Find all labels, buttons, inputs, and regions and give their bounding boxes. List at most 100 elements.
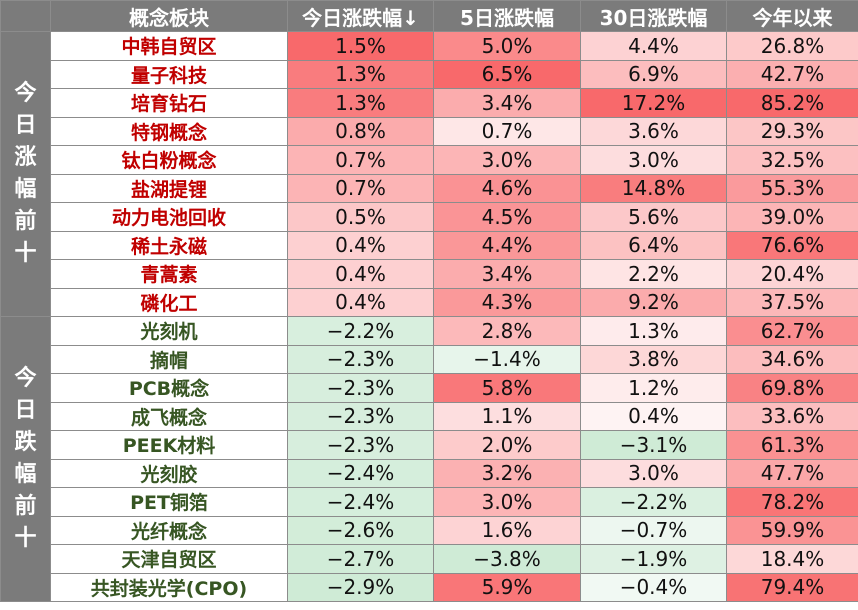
concept-name-cell[interactable]: 青蒿素: [50, 259, 288, 289]
table-row[interactable]: 今日涨幅前十中韩自贸区 1.5% 5.0% 4.4% 26.8%: [0, 31, 858, 317]
concept-name-cell[interactable]: PET铜箔: [50, 487, 288, 517]
ytd-change-cell: 39.0%: [726, 202, 858, 232]
30day-change-cell: 2.2%: [580, 259, 727, 289]
ytd-change-cell: 85.2%: [726, 88, 858, 118]
5day-change-cell: 4.5%: [433, 202, 581, 232]
header-row: 概念板块 今日涨跌幅↓ 5日涨跌幅 30日涨跌幅 今年以来: [0, 0, 858, 32]
table-row[interactable]: PCB概念 −2.3% 5.8% 1.2% 69.8%: [1, 373, 858, 403]
concept-name-cell[interactable]: 光纤概念: [50, 515, 288, 545]
concept-name-cell[interactable]: 培育钻石: [50, 88, 288, 118]
table-row[interactable]: 成飞概念 −2.3% 1.1% 0.4% 33.6%: [1, 401, 858, 431]
5day-change-cell: 4.4%: [433, 230, 581, 260]
table-row[interactable]: 光纤概念 −2.6% 1.6% −0.7% 59.9%: [1, 515, 858, 545]
today-change-cell: −2.4%: [287, 487, 434, 517]
table-row[interactable]: 青蒿素 0.4% 3.4% 2.2% 20.4%: [1, 259, 858, 289]
concept-name-cell[interactable]: 共封装光学(CPO): [50, 572, 288, 602]
header-5day-change[interactable]: 5日涨跌幅: [433, 0, 581, 32]
table-row[interactable]: 稀土永磁 0.4% 4.4% 6.4% 76.6%: [1, 230, 858, 260]
header-today-change[interactable]: 今日涨跌幅↓: [287, 0, 434, 32]
5day-change-cell: 2.0%: [433, 430, 581, 460]
header-30day-change[interactable]: 30日涨跌幅: [580, 0, 727, 32]
30day-change-cell: 3.6%: [580, 116, 727, 146]
5day-change-cell: 2.8%: [433, 316, 581, 346]
concept-name-cell[interactable]: 动力电池回收: [50, 202, 288, 232]
table-row[interactable]: 量子科技 1.3% 6.5% 6.9% 42.7%: [1, 59, 858, 89]
today-change-cell: −2.9%: [287, 572, 434, 602]
concept-name-cell[interactable]: PCB概念: [50, 373, 288, 403]
header-corner: [0, 0, 51, 32]
30day-change-cell: 6.9%: [580, 59, 727, 89]
table-row[interactable]: 特钢概念 0.8% 0.7% 3.6% 29.3%: [1, 116, 858, 146]
today-change-cell: −2.3%: [287, 401, 434, 431]
ytd-change-cell: 78.2%: [726, 487, 858, 517]
table-row[interactable]: 摘帽 −2.3% −1.4% 3.8% 34.6%: [1, 344, 858, 374]
today-change-cell: 0.5%: [287, 202, 434, 232]
concept-name-cell[interactable]: 盐湖提锂: [50, 173, 288, 203]
5day-change-cell: 5.0%: [433, 31, 581, 61]
today-change-cell: −2.3%: [287, 344, 434, 374]
concept-name-cell[interactable]: PEEK材料: [50, 430, 288, 460]
5day-change-cell: 1.1%: [433, 401, 581, 431]
table-row[interactable]: PEEK材料 −2.3% 2.0% −3.1% 61.3%: [1, 430, 858, 460]
concept-name-cell[interactable]: 光刻胶: [50, 458, 288, 488]
ytd-change-cell: 47.7%: [726, 458, 858, 488]
today-change-cell: −2.7%: [287, 544, 434, 574]
30day-change-cell: 3.0%: [580, 458, 727, 488]
concept-name-cell[interactable]: 光刻机: [50, 316, 288, 346]
30day-change-cell: 5.6%: [580, 202, 727, 232]
table-row[interactable]: 动力电池回收 0.5% 4.5% 5.6% 39.0%: [1, 202, 858, 232]
ytd-change-cell: 69.8%: [726, 373, 858, 403]
30day-change-cell: 3.0%: [580, 145, 727, 175]
table-row[interactable]: PET铜箔 −2.4% 3.0% −2.2% 78.2%: [1, 487, 858, 517]
concept-name-cell[interactable]: 稀土永磁: [50, 230, 288, 260]
concept-name-cell[interactable]: 摘帽: [50, 344, 288, 374]
header-concept[interactable]: 概念板块: [50, 0, 288, 32]
table-row[interactable]: 今日跌幅前十光刻机 −2.2% 2.8% 1.3% 62.7%: [0, 316, 858, 602]
concept-name-cell[interactable]: 量子科技: [50, 59, 288, 89]
today-change-cell: 0.4%: [287, 287, 434, 317]
ytd-change-cell: 29.3%: [726, 116, 858, 146]
concept-name-cell[interactable]: 中韩自贸区: [50, 31, 288, 61]
30day-change-cell: 6.4%: [580, 230, 727, 260]
group-label-top-gainers: 今日涨幅前十: [0, 31, 51, 317]
30day-change-cell: 0.4%: [580, 401, 727, 431]
today-change-cell: −2.4%: [287, 458, 434, 488]
5day-change-cell: 4.3%: [433, 287, 581, 317]
ytd-change-cell: 18.4%: [726, 544, 858, 574]
concept-name-cell[interactable]: 成飞概念: [50, 401, 288, 431]
concept-name-cell[interactable]: 钛白粉概念: [50, 145, 288, 175]
group-label-top-losers: 今日跌幅前十: [0, 316, 51, 602]
ytd-change-cell: 32.5%: [726, 145, 858, 175]
30day-change-cell: −1.9%: [580, 544, 727, 574]
table-row[interactable]: 天津自贸区 −2.7% −3.8% −1.9% 18.4%: [1, 544, 858, 574]
ytd-change-cell: 79.4%: [726, 572, 858, 602]
concept-name-cell[interactable]: 天津自贸区: [50, 544, 288, 574]
header-ytd-change[interactable]: 今年以来: [726, 0, 858, 32]
ytd-change-cell: 61.3%: [726, 430, 858, 460]
table-row[interactable]: 培育钻石 1.3% 3.4% 17.2% 85.2%: [1, 88, 858, 118]
5day-change-cell: 5.8%: [433, 373, 581, 403]
table-row[interactable]: 磷化工 0.4% 4.3% 9.2% 37.5%: [1, 287, 858, 317]
5day-change-cell: −1.4%: [433, 344, 581, 374]
concept-name-cell[interactable]: 磷化工: [50, 287, 288, 317]
concept-name-cell[interactable]: 特钢概念: [50, 116, 288, 146]
ytd-change-cell: 33.6%: [726, 401, 858, 431]
5day-change-cell: 6.5%: [433, 59, 581, 89]
today-change-cell: 0.4%: [287, 230, 434, 260]
5day-change-cell: 3.0%: [433, 145, 581, 175]
ytd-change-cell: 34.6%: [726, 344, 858, 374]
5day-change-cell: 4.6%: [433, 173, 581, 203]
5day-change-cell: 5.9%: [433, 572, 581, 602]
table-row[interactable]: 共封装光学(CPO) −2.9% 5.9% −0.4% 79.4%: [1, 572, 858, 602]
30day-change-cell: 9.2%: [580, 287, 727, 317]
table-row[interactable]: 光刻胶 −2.4% 3.2% 3.0% 47.7%: [1, 458, 858, 488]
30day-change-cell: 17.2%: [580, 88, 727, 118]
table-row[interactable]: 钛白粉概念 0.7% 3.0% 3.0% 32.5%: [1, 145, 858, 175]
today-change-cell: −2.2%: [287, 316, 434, 346]
today-change-cell: 1.5%: [287, 31, 434, 61]
30day-change-cell: −0.4%: [580, 572, 727, 602]
today-change-cell: 1.3%: [287, 88, 434, 118]
5day-change-cell: 1.6%: [433, 515, 581, 545]
today-change-cell: 1.3%: [287, 59, 434, 89]
table-row[interactable]: 盐湖提锂 0.7% 4.6% 14.8% 55.3%: [1, 173, 858, 203]
